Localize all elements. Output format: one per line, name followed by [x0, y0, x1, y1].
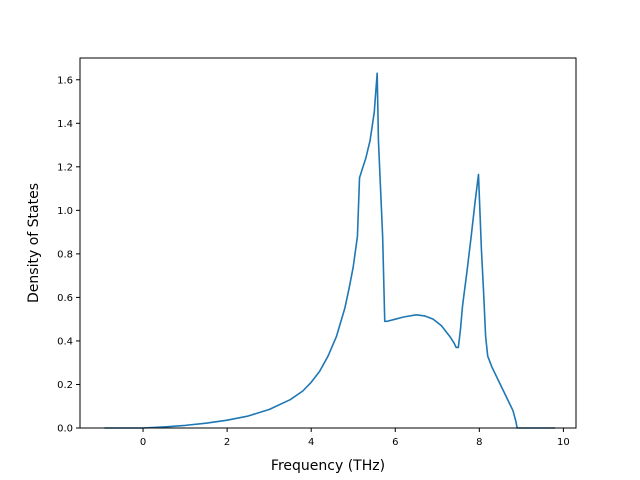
- x-tick-label: 0: [140, 437, 146, 448]
- x-axis-label: Frequency (THz): [271, 458, 385, 474]
- y-tick-label: 0.2: [57, 380, 73, 391]
- y-tick-label: 0.4: [57, 336, 73, 347]
- x-tick-label: 8: [476, 437, 482, 448]
- dos-series-line: [104, 72, 555, 429]
- y-tick-label: 1.2: [57, 162, 73, 173]
- x-tick-label: 10: [557, 437, 570, 448]
- x-tick-label: 6: [392, 437, 398, 448]
- plot-frame: [79, 57, 577, 429]
- ticks-layer: 0 2 4 6 8 10 0.0 0.2 0.4 0.6 0.8 1.0 1.2 1.4 1.6: [57, 75, 570, 448]
- y-tick-label: 1.4: [57, 119, 73, 130]
- y-axis-label: Density of States: [26, 183, 42, 303]
- y-tick-label: 0.6: [57, 293, 73, 304]
- y-tick-label: 0.8: [57, 249, 73, 260]
- y-tick-label: 1.0: [57, 206, 73, 217]
- x-tick-label: 2: [224, 437, 230, 448]
- y-tick-label: 1.6: [57, 75, 73, 86]
- y-tick-label: 0.0: [57, 424, 73, 435]
- x-tick-label: 4: [308, 437, 314, 448]
- series-layer: [104, 72, 555, 429]
